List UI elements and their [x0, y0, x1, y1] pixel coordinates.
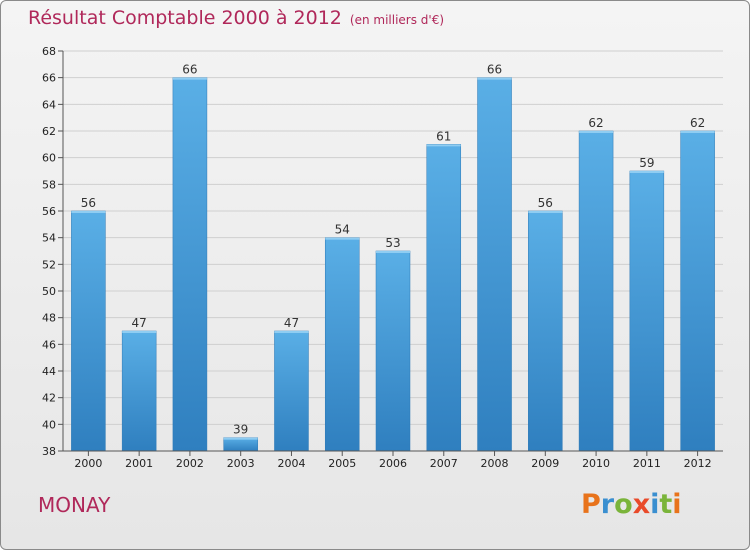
bar-highlight: [274, 331, 309, 333]
data-label-2009: 56: [538, 196, 553, 210]
bar-highlight: [579, 131, 614, 133]
bar-2007[interactable]: [426, 144, 462, 452]
y-tick-label: 60: [42, 152, 56, 165]
bar-2005[interactable]: [324, 237, 360, 452]
chart-unit: (en milliers d'€): [349, 13, 445, 27]
bar-highlight: [528, 211, 563, 213]
proxiti-logo[interactable]: Proxiti: [581, 489, 682, 520]
bar-2009[interactable]: [528, 210, 563, 452]
x-tick-label: 2008: [481, 457, 509, 470]
bar-highlight: [71, 211, 106, 213]
data-label-2001: 47: [132, 316, 147, 330]
bar-highlight: [629, 171, 664, 173]
x-tick-label: 2002: [176, 457, 204, 470]
bar-2004[interactable]: [274, 330, 309, 452]
bar-highlight: [223, 437, 258, 440]
y-axis: 38 40 42 44 46 48 50 52 54 56 58 60 62 64 66 68: [42, 45, 64, 458]
x-tick-label: 2004: [277, 457, 305, 470]
y-tick-label: 54: [42, 232, 56, 245]
y-tick-label: 38: [42, 445, 56, 458]
bar-2012[interactable]: [680, 130, 715, 452]
chart-title-text: Résultat Comptable 2000 à 2012: [28, 7, 342, 29]
x-tick-label: 2009: [531, 457, 559, 470]
bar-highlight: [122, 331, 157, 333]
y-tick-label: 46: [42, 338, 56, 351]
chart-title: Résultat Comptable 2000 à 2012 (en millie…: [28, 7, 444, 29]
bar-2011[interactable]: [629, 170, 665, 452]
x-axis: 2000 2001 2002 2003 2004 2005 2006 2007 2008 2009…: [63, 450, 723, 470]
data-label-2002: 66: [182, 63, 197, 77]
x-tick-label: 2012: [684, 457, 712, 470]
y-tick-label: 40: [42, 418, 56, 431]
y-tick-label: 50: [42, 285, 56, 298]
bar-2006[interactable]: [375, 250, 411, 452]
data-label-2011: 59: [639, 156, 654, 170]
data-label-2003: 39: [233, 423, 248, 437]
x-tick-label: 2006: [379, 457, 407, 470]
x-tick-label: 2005: [328, 457, 356, 470]
x-tick-label: 2007: [430, 457, 458, 470]
y-tick-label: 52: [42, 258, 56, 271]
commune-name: MONAY: [38, 493, 111, 517]
data-label-2007: 61: [436, 129, 451, 143]
data-label-2006: 53: [385, 236, 400, 250]
data-label-2000: 56: [81, 196, 96, 210]
x-tick-label: 2010: [582, 457, 610, 470]
y-tick-label: 68: [42, 45, 56, 58]
y-tick-label: 48: [42, 312, 56, 325]
y-tick-label: 42: [42, 392, 56, 405]
bar-2001[interactable]: [121, 330, 157, 452]
data-label-2005: 54: [335, 223, 350, 237]
bar-highlight: [376, 251, 410, 253]
y-tick-label: 66: [42, 72, 56, 85]
bar-2000[interactable]: [71, 210, 106, 452]
data-label-2010: 62: [588, 116, 603, 130]
x-tick-label: 2001: [125, 457, 153, 470]
x-tick-label: 2003: [227, 457, 255, 470]
x-tick-label: 2011: [633, 457, 661, 470]
y-tick-label: 64: [42, 98, 56, 111]
y-tick-label: 58: [42, 178, 56, 191]
y-tick-label: 62: [42, 125, 56, 138]
y-tick-label: 44: [42, 365, 56, 378]
bar-highlight: [325, 237, 360, 240]
bar-highlight: [477, 77, 512, 80]
data-label-2008: 66: [487, 63, 502, 77]
y-tick-label: 56: [42, 205, 56, 218]
x-tick-label: 2000: [74, 457, 102, 470]
data-label-2004: 47: [284, 316, 299, 330]
bar-highlight: [172, 77, 207, 80]
bar-2010[interactable]: [578, 130, 614, 452]
bar-highlight: [680, 131, 715, 133]
bar-2002[interactable]: [172, 77, 208, 452]
bars: 56 47 66 39 47 54 53 61 66 56 62 59 62: [71, 63, 715, 452]
bar-highlight: [426, 144, 461, 147]
data-label-2012: 62: [690, 116, 705, 130]
bar-2008[interactable]: [477, 77, 512, 452]
